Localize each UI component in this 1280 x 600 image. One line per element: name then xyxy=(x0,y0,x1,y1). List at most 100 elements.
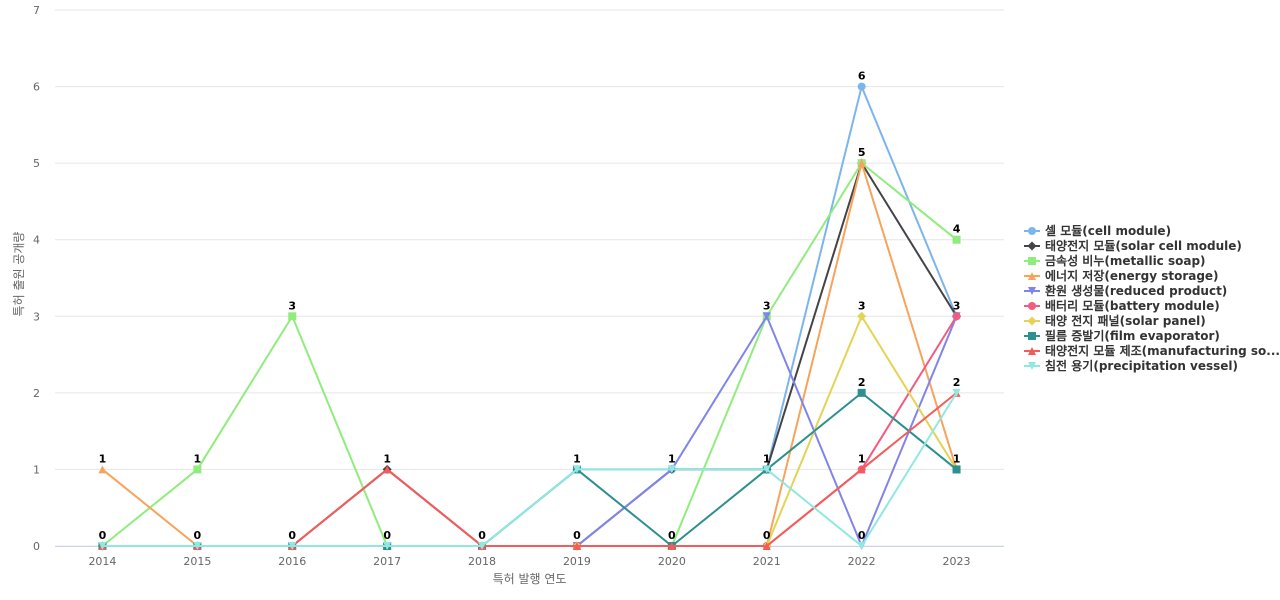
data-point xyxy=(857,465,866,474)
series-group xyxy=(97,82,962,551)
y-axis-title: 특허 출원 공개량 xyxy=(12,232,26,317)
data-label: 1 xyxy=(763,452,771,465)
data-point xyxy=(98,465,107,474)
data-label: 0 xyxy=(478,529,486,542)
data-label: 1 xyxy=(194,452,202,465)
data-label: 0 xyxy=(99,529,107,542)
data-label: 5 xyxy=(858,146,866,159)
data-label: 0 xyxy=(763,529,771,542)
data-point xyxy=(478,542,487,550)
series-line xyxy=(101,391,958,547)
data-label: 1 xyxy=(573,452,581,465)
legend-item[interactable]: 금속성 비누(metallic soap) xyxy=(1024,253,1206,268)
data-label: 0 xyxy=(668,529,676,542)
data-point xyxy=(857,388,866,397)
data-labels: 1 0 1 0 3 0 1 0 0 1 0 1 0 3 1 0 6 5 3 2 1 0 4 3 2 1 xyxy=(99,70,961,542)
data-point xyxy=(572,542,581,550)
data-point xyxy=(952,235,961,244)
y-tick-label: 6 xyxy=(33,81,40,94)
series-line xyxy=(101,315,958,547)
legend-label: 필름 증발기(film evaporator) xyxy=(1045,328,1220,343)
legend-label: 금속성 비누(metallic soap) xyxy=(1045,253,1206,268)
legend-item[interactable]: 태양전지 모듈 제조(manufacturing so... xyxy=(1024,343,1280,358)
legend-label: 환원 생성물(reduced product) xyxy=(1045,283,1227,298)
legend-marker xyxy=(1028,332,1036,340)
data-point xyxy=(762,465,771,474)
legend-label: 에너지 저장(energy storage) xyxy=(1045,268,1219,283)
data-point xyxy=(383,465,392,474)
data-label: 2 xyxy=(858,376,866,389)
series-2 xyxy=(97,158,962,551)
data-label: 0 xyxy=(858,529,866,542)
legend-marker xyxy=(1027,316,1037,326)
data-point xyxy=(288,542,297,550)
data-label: 1 xyxy=(99,452,107,465)
series-10 xyxy=(98,388,961,550)
x-tick-label: 2020 xyxy=(658,555,686,568)
grid-lines xyxy=(55,9,1004,547)
data-point xyxy=(857,82,866,91)
x-tick-label: 2014 xyxy=(88,555,116,568)
legend-label: 태양 전지 패널(solar panel) xyxy=(1045,313,1206,328)
legend: 셀 모듈(cell module)태양전지 모듈(solar cell modu… xyxy=(1024,223,1280,373)
legend-marker xyxy=(1028,347,1036,355)
legend-item[interactable]: 셀 모듈(cell module) xyxy=(1024,223,1171,238)
data-point xyxy=(762,312,771,321)
series-4 xyxy=(98,159,961,550)
y-tick-label: 7 xyxy=(33,4,40,17)
data-label: 1 xyxy=(858,452,866,465)
data-point xyxy=(857,311,867,321)
data-label: 0 xyxy=(194,529,202,542)
series-line xyxy=(101,315,958,547)
legend-marker xyxy=(1028,302,1036,310)
legend-label: 태양전지 모듈(solar cell module) xyxy=(1045,238,1242,253)
legend-item[interactable]: 필름 증발기(film evaporator) xyxy=(1024,328,1220,343)
x-tick-label: 2016 xyxy=(278,555,306,568)
x-tick-label: 2019 xyxy=(563,555,591,568)
data-point xyxy=(383,542,392,550)
data-point xyxy=(288,312,297,321)
legend-item[interactable]: 태양 전지 패널(solar panel) xyxy=(1024,313,1206,328)
series-3 xyxy=(98,159,961,550)
data-label: 3 xyxy=(763,299,771,312)
y-tick-label: 2 xyxy=(33,387,40,400)
x-tick-label: 2021 xyxy=(753,555,781,568)
data-label: 1 xyxy=(383,452,391,465)
x-tick-label: 2017 xyxy=(373,555,401,568)
legend-item[interactable]: 침전 용기(precipitation vessel) xyxy=(1024,358,1238,373)
data-point xyxy=(667,465,676,474)
data-point xyxy=(857,542,866,550)
y-tick-label: 5 xyxy=(33,157,40,170)
data-label: 0 xyxy=(288,529,296,542)
legend-item[interactable]: 배터리 모듈(battery module) xyxy=(1024,298,1220,313)
data-label: 6 xyxy=(858,70,866,83)
data-point xyxy=(193,542,202,550)
y-tick-label: 4 xyxy=(33,234,40,247)
data-label: 3 xyxy=(288,299,296,312)
data-point xyxy=(667,542,676,550)
series-7 xyxy=(97,311,962,551)
x-tick-label: 2018 xyxy=(468,555,496,568)
legend-marker xyxy=(1028,362,1036,370)
x-tick-label: 2015 xyxy=(183,555,211,568)
legend-item[interactable]: 환원 생성물(reduced product) xyxy=(1024,283,1227,298)
data-point xyxy=(193,465,202,474)
y-tick-label: 3 xyxy=(33,310,40,323)
legend-marker xyxy=(1028,272,1036,280)
data-point xyxy=(98,542,107,550)
x-tick-label: 2022 xyxy=(848,555,876,568)
x-tick-label: 2023 xyxy=(943,555,971,568)
legend-marker xyxy=(1027,241,1037,251)
x-axis-ticks: 2014 2015 2016 2017 2018 2019 2020 2021 2022 2023 xyxy=(88,555,970,568)
legend-label: 셀 모듈(cell module) xyxy=(1045,223,1171,238)
data-point xyxy=(952,465,961,474)
legend-label: 침전 용기(precipitation vessel) xyxy=(1045,358,1238,373)
legend-marker xyxy=(1028,257,1036,265)
legend-item[interactable]: 에너지 저장(energy storage) xyxy=(1024,268,1219,283)
legend-marker xyxy=(1028,227,1036,235)
data-label: 1 xyxy=(668,452,676,465)
legend-item[interactable]: 태양전지 모듈(solar cell module) xyxy=(1024,238,1242,253)
data-label: 2 xyxy=(953,376,961,389)
data-label: 3 xyxy=(858,299,866,312)
